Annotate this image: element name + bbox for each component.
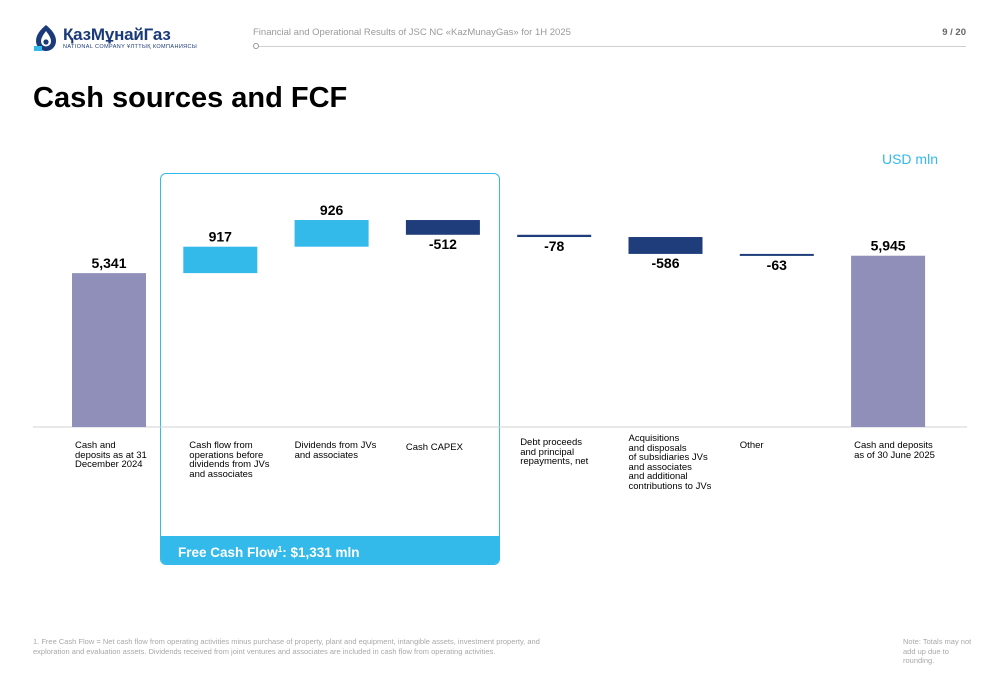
unit-label: USD mln [881,151,938,167]
header-divider [258,46,966,47]
fcf-value: : $1,331 mln [282,545,360,560]
data-label-6: -586 [651,255,679,271]
category-label-5: Debt proceeds and principal repayments, … [520,437,589,467]
data-label-1: 5,341 [91,255,126,271]
data-label-4: -512 [429,236,457,252]
fcf-footnote-ref: 1 [277,545,283,554]
data-label-5: -78 [544,238,564,254]
bar-3 [294,220,369,247]
data-label-7: -63 [767,257,787,273]
bar-5 [517,234,592,238]
page-title: Cash sources and FCF [33,82,348,114]
bar-4 [405,220,480,235]
page-number: 9 / 20 [942,27,966,38]
document-title: Financial and Operational Results of JSC… [253,27,571,38]
bar-2 [183,246,258,274]
bar-6 [628,237,703,254]
free-cash-flow-box: Free Cash Flow1: $1,331 mln [160,173,500,565]
category-label-7: Other [739,440,764,451]
category-label-6: Acquisitions and disposals of subsidiari… [628,433,712,492]
category-label-4: Cash CAPEX [405,442,463,453]
company-logo[interactable]: ҚазМұнайГаз NATIONAL COMPANY ҰЛТТЫҚ КОМП… [33,24,197,52]
category-label-1: Cash and deposits as at 31 December 2024 [75,440,147,470]
bar-1 [72,273,146,427]
category-label-2: Cash flow from operations before dividen… [189,440,270,480]
free-cash-flow-banner: Free Cash Flow1: $1,331 mln [161,536,499,564]
data-label-8: 5,945 [871,238,906,254]
footnote: 1. Free Cash Flow = Net cash flow from o… [33,637,540,656]
data-label-3: 926 [320,202,344,218]
header: ҚазМұнайГаз NATIONAL COMPANY ҰЛТТЫҚ КОМП… [0,0,1000,60]
progress-dot [253,43,259,49]
bar-8 [851,255,926,427]
rounding-note: Note: Totals may not add up due to round… [903,637,972,665]
category-label-3: Dividends from JVs and associates [294,440,377,461]
data-label-2: 917 [209,229,233,245]
logo-subtitle: NATIONAL COMPANY ҰЛТТЫҚ КОМПАНИЯСЫ [63,44,198,50]
category-label-8: Cash and deposits as of 30 June 2025 [854,440,935,461]
logo-name: ҚазМұнайГаз [63,25,171,44]
fcf-label: Free Cash Flow [178,545,278,560]
bar-7 [739,253,814,256]
kmg-logo-icon [34,25,56,51]
